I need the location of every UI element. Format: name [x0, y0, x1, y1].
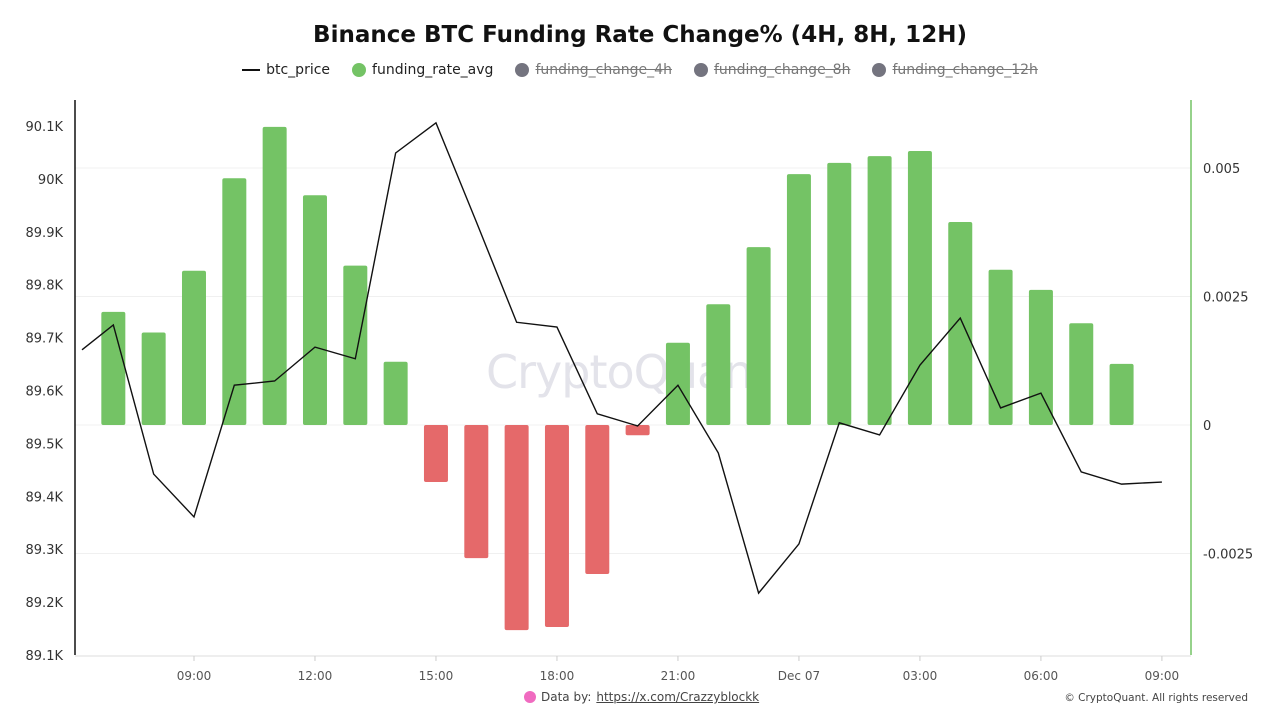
- funding-bar: [867, 156, 892, 426]
- left-tick-label: 89.3K: [26, 543, 64, 558]
- funding-bar: [262, 126, 287, 425]
- legend-item-funding-change-8h[interactable]: funding_change_8h: [693, 62, 851, 78]
- left-tick-label: 90.1K: [26, 120, 64, 135]
- right-tick-label: 0: [1203, 419, 1211, 434]
- dot-swatch-icon: [515, 63, 530, 77]
- legend: btc_price funding_rate_avg funding_chang…: [0, 62, 1280, 78]
- right-tick-label: 0.005: [1203, 162, 1240, 177]
- brain-icon: [524, 691, 536, 703]
- funding-bar: [786, 174, 811, 425]
- left-tick-label: 89.6K: [26, 385, 64, 400]
- legend-label: funding_change_4h: [535, 62, 672, 78]
- right-tick-label: 0.0025: [1203, 291, 1249, 306]
- funding-bar: [383, 361, 408, 425]
- copyright: © CryptoQuant. All rights reserved: [1064, 692, 1248, 704]
- funding-bar: [625, 425, 650, 436]
- x-tick-label: 15:00: [419, 669, 454, 683]
- data-source-link[interactable]: https://x.com/Crazzyblockk: [596, 690, 760, 704]
- funding-bar: [464, 425, 489, 559]
- x-tick-label: 12:00: [298, 669, 333, 683]
- x-tick-label: 06:00: [1024, 669, 1059, 683]
- dot-swatch-icon: [352, 63, 367, 77]
- x-tick-label: 09:00: [1145, 669, 1180, 683]
- chart-title: Binance BTC Funding Rate Change% (4H, 8H…: [313, 22, 967, 48]
- funding-bar: [181, 270, 206, 425]
- left-tick-label: 90K: [38, 173, 64, 188]
- legend-label: funding_change_12h: [892, 62, 1038, 78]
- funding-bar: [988, 269, 1013, 425]
- funding-bar: [1069, 323, 1094, 425]
- legend-label: funding_rate_avg: [372, 62, 494, 78]
- left-tick-label: 89.5K: [26, 437, 64, 452]
- funding-bar: [141, 332, 166, 425]
- line-swatch-icon: [242, 69, 261, 71]
- left-tick-label: 89.1K: [26, 649, 64, 664]
- funding-bar: [706, 304, 731, 425]
- x-tick-label: Dec 07: [778, 669, 820, 683]
- legend-item-btc-price[interactable]: btc_price: [242, 62, 330, 78]
- funding-bar: [101, 311, 126, 425]
- funding-bar: [544, 425, 569, 628]
- funding-bar: [343, 265, 368, 425]
- legend-item-funding-rate-avg[interactable]: funding_rate_avg: [352, 62, 493, 78]
- legend-item-funding-change-4h[interactable]: funding_change_4h: [515, 62, 672, 78]
- legend-item-funding-change-12h[interactable]: funding_change_12h: [872, 62, 1038, 78]
- funding-bar: [665, 342, 690, 425]
- left-tick-label: 89.9K: [26, 226, 64, 241]
- funding-bar: [827, 162, 852, 426]
- x-tick-label: 21:00: [661, 669, 696, 683]
- data-by-label: Data by:: [541, 690, 592, 704]
- funding-bar: [907, 151, 932, 425]
- dot-swatch-icon: [872, 63, 887, 77]
- funding-bar: [302, 195, 327, 425]
- btc-price-line: [81, 121, 1162, 595]
- legend-label: funding_change_8h: [713, 62, 851, 78]
- right-tick-label: -0.0025: [1203, 548, 1253, 563]
- footer-data-by: Data by: https://x.com/Crazzyblockk: [524, 690, 759, 704]
- left-tick-label: 89.2K: [26, 596, 64, 611]
- funding-bar: [1028, 289, 1053, 425]
- dot-swatch-icon: [693, 63, 708, 77]
- left-tick-label: 89.7K: [26, 332, 64, 347]
- x-tick-label: 09:00: [177, 669, 212, 683]
- funding-bar: [423, 425, 448, 483]
- x-tick-label: 18:00: [540, 669, 575, 683]
- funding-bar: [585, 425, 610, 575]
- funding-bar: [948, 221, 973, 425]
- legend-label: btc_price: [266, 62, 331, 78]
- funding-bar: [1109, 363, 1134, 425]
- x-tick-label: 03:00: [903, 669, 938, 683]
- left-tick-label: 89.8K: [26, 279, 64, 294]
- funding-bar: [222, 178, 247, 425]
- funding-bar: [504, 425, 529, 631]
- funding-bar: [746, 247, 771, 425]
- left-tick-label: 89.4K: [26, 490, 64, 505]
